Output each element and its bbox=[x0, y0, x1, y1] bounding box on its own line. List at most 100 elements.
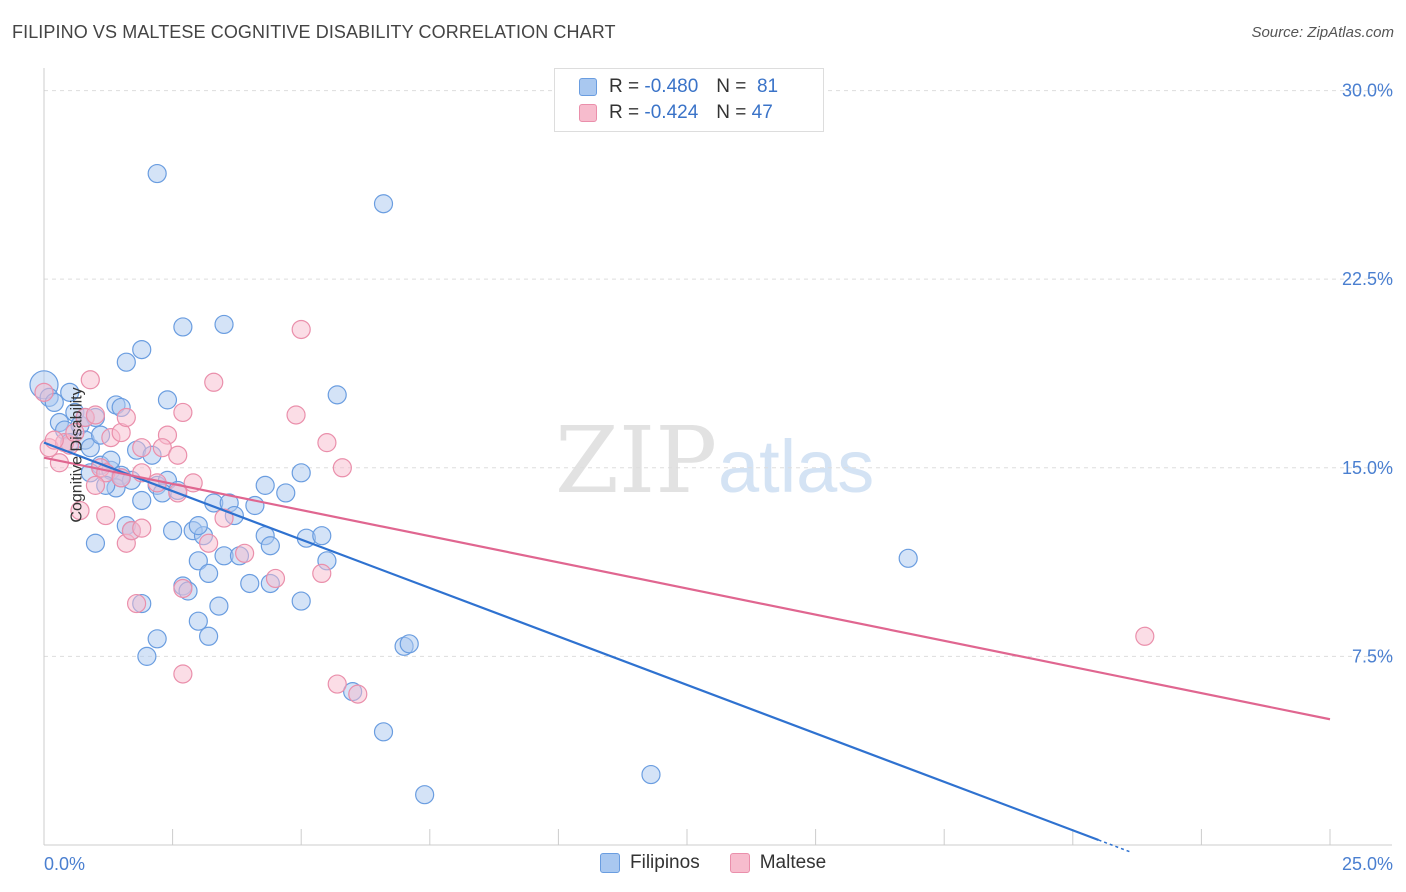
filipino-point bbox=[373, 194, 394, 214]
source-label: Source: ZipAtlas.com bbox=[1251, 24, 1394, 41]
chart-title: FILIPINO VS MALTESE COGNITIVE DISABILITY… bbox=[12, 22, 616, 42]
filipino-point bbox=[327, 385, 347, 405]
filipino-point bbox=[188, 551, 208, 571]
y-axis-label: Cognitive Disability bbox=[68, 387, 86, 523]
filipino-point bbox=[173, 317, 193, 337]
legend-r-value: -0.480 bbox=[644, 76, 699, 97]
filipino-point bbox=[60, 382, 80, 402]
filipino-point bbox=[240, 573, 260, 594]
maltese-point bbox=[168, 445, 188, 465]
y-tick-label: 15.0% bbox=[1342, 458, 1393, 478]
maltese-point bbox=[291, 319, 311, 340]
trend-lines bbox=[43, 441, 1331, 853]
maltese-point bbox=[85, 405, 106, 425]
maltese-point bbox=[173, 402, 193, 423]
maltese-point bbox=[214, 508, 234, 528]
bottom-swatch-maltese bbox=[729, 853, 750, 873]
y-tick-label: 7.5% bbox=[1352, 646, 1393, 666]
maltese-point bbox=[80, 370, 100, 390]
tick-labels: 7.5% 15.0% 22.5% 30.0% 0.0% 25.0% bbox=[44, 81, 1393, 874]
filipino-point bbox=[188, 516, 208, 536]
maltese-point bbox=[265, 568, 286, 589]
maltese-point bbox=[312, 563, 332, 584]
filipino-point bbox=[291, 591, 311, 611]
filipino-point bbox=[132, 490, 152, 511]
filipino-point bbox=[898, 548, 918, 568]
legend-swatch-maltese bbox=[579, 104, 597, 122]
x-tick-label: 25.0% bbox=[1342, 854, 1393, 874]
bottom-legend-label: Maltese bbox=[759, 852, 827, 873]
maltese-point bbox=[34, 382, 54, 402]
filipino-point bbox=[137, 646, 157, 666]
watermark-atlas: atlas bbox=[718, 425, 874, 508]
maltese-point bbox=[327, 674, 347, 694]
legend-r-value: -0.424 bbox=[644, 102, 699, 123]
filipino-point bbox=[209, 596, 229, 616]
maltese-point bbox=[70, 500, 90, 521]
legend-n-label: N = bbox=[716, 102, 747, 123]
maltese-point bbox=[286, 405, 306, 425]
filipino-point bbox=[80, 438, 100, 458]
filipino-point bbox=[188, 611, 208, 631]
legend-row-maltese: R = -0.424 N = 47 bbox=[579, 101, 773, 125]
filipino-point bbox=[116, 352, 136, 372]
maltese-trend-line bbox=[43, 456, 1331, 721]
x-tick-label: 0.0% bbox=[44, 854, 85, 874]
filipino-point bbox=[276, 483, 296, 503]
filipino-point bbox=[157, 390, 178, 410]
maltese-point bbox=[199, 533, 219, 553]
maltese-point bbox=[96, 505, 116, 526]
bottom-legend-filipinos: Filipinos bbox=[600, 852, 700, 874]
maltese-point bbox=[332, 458, 352, 478]
legend-n-value: 47 bbox=[751, 102, 773, 123]
filipino-point bbox=[415, 785, 435, 805]
filipino-point bbox=[132, 339, 152, 360]
maltese-point bbox=[116, 407, 136, 428]
maltese-point bbox=[126, 593, 147, 614]
legend-n-label: N = bbox=[716, 76, 747, 97]
legend: R = -0.480 N = 81 R = -0.424 N = 47 bbox=[554, 68, 824, 132]
grid-lines bbox=[44, 90, 1392, 657]
bottom-legend: Filipinos Maltese bbox=[600, 852, 856, 874]
filipino-point bbox=[163, 521, 183, 541]
maltese-point bbox=[132, 438, 152, 458]
legend-r-label: R = bbox=[609, 102, 640, 123]
filipino-point bbox=[399, 634, 419, 654]
watermark-zip: ZIP bbox=[555, 407, 717, 514]
y-tick-label: 22.5% bbox=[1342, 269, 1393, 289]
maltese-point bbox=[235, 543, 255, 563]
legend-swatch-filipinos bbox=[579, 78, 597, 96]
filipino-point bbox=[85, 533, 106, 553]
bottom-legend-maltese: Maltese bbox=[729, 852, 827, 874]
y-tick-label: 30.0% bbox=[1342, 81, 1393, 101]
maltese-point bbox=[85, 475, 106, 495]
maltese-point bbox=[132, 518, 152, 538]
filipino-point bbox=[291, 463, 311, 483]
filipino-point bbox=[312, 526, 332, 546]
filipinos-trend-line bbox=[43, 441, 1099, 841]
maltese-point bbox=[152, 438, 172, 458]
legend-n-value: 81 bbox=[756, 76, 779, 97]
maltese-point bbox=[317, 433, 337, 453]
legend-row-filipinos: R = -0.480 N = 81 bbox=[579, 75, 778, 99]
bottom-legend-label: Filipinos bbox=[630, 852, 700, 873]
bottom-swatch-filipinos bbox=[600, 853, 620, 873]
filipino-point bbox=[147, 163, 167, 184]
axes bbox=[43, 68, 1392, 846]
maltese-point bbox=[173, 664, 193, 684]
legend-r-label: R = bbox=[609, 76, 640, 97]
maltese-point bbox=[65, 422, 85, 443]
filipino-point bbox=[373, 722, 394, 742]
maltese-point bbox=[204, 372, 224, 392]
filipinos-trend-extension bbox=[1098, 839, 1130, 853]
maltese-point bbox=[348, 684, 368, 704]
filipino-point bbox=[255, 475, 275, 495]
maltese-point bbox=[1135, 626, 1155, 646]
filipino-point bbox=[260, 536, 280, 556]
filipino-point bbox=[214, 314, 234, 335]
maltese-point bbox=[173, 578, 193, 599]
filipino-point bbox=[147, 629, 167, 649]
filipino-point bbox=[199, 563, 219, 584]
filipino-point bbox=[199, 626, 219, 646]
